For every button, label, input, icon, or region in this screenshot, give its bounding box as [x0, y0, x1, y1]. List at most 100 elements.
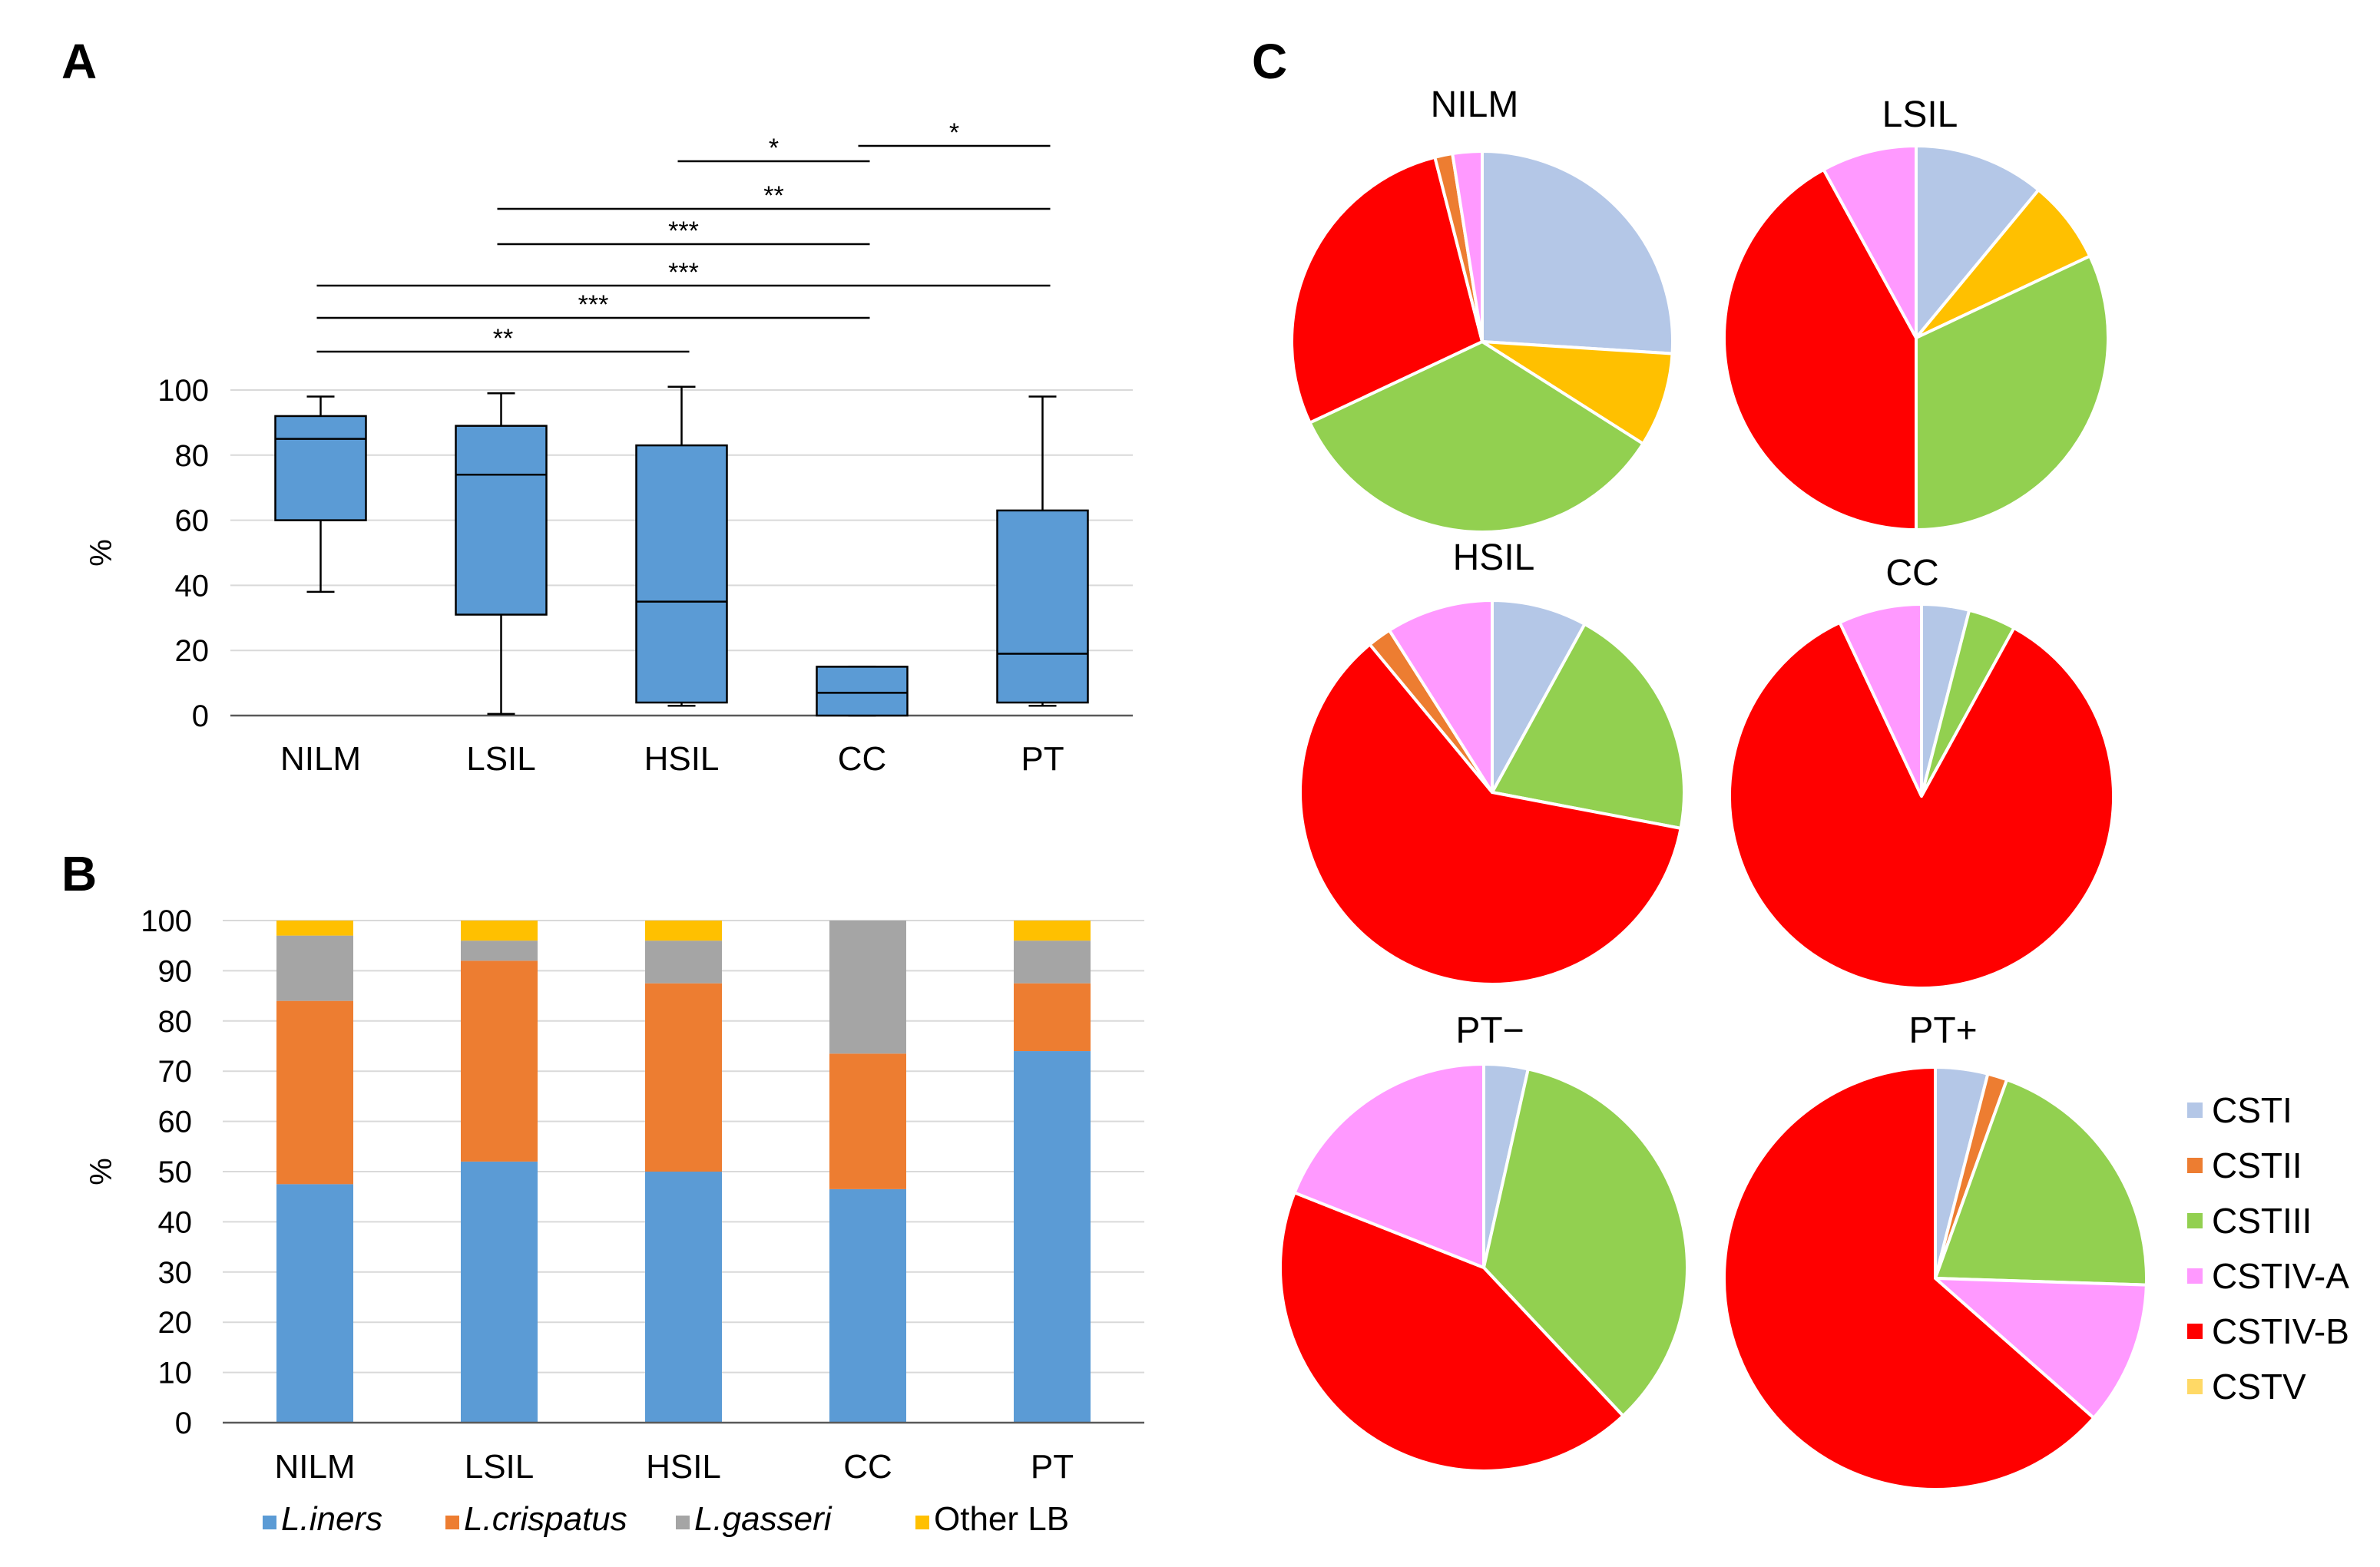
pie-pt-plus	[1723, 1066, 2148, 1491]
bar-segment-l-crispatus	[276, 1000, 353, 1185]
pie-slice-cstiv-a	[1934, 1277, 2148, 1420]
legend-swatch-other-lb	[915, 1516, 929, 1529]
significance-label: *	[949, 118, 959, 147]
y-tick-label: 40	[175, 569, 210, 603]
panel-label-b: B	[61, 846, 97, 901]
y-tick-label: 0	[175, 1407, 192, 1440]
pie-slice-cstiii	[1915, 254, 2110, 531]
pie-slice-cstiii	[1482, 1067, 1689, 1418]
y-tick-label: 0	[192, 699, 209, 733]
pie-slice-cstv	[1915, 188, 2092, 339]
bar-segment-l-iners	[276, 1184, 353, 1423]
y-tick-label: 90	[158, 954, 193, 988]
pie-slice-cstiv-a	[1451, 149, 1484, 343]
box-iqr	[455, 425, 548, 616]
significance-label: ***	[578, 290, 609, 319]
legend-swatch-l-crispatus	[445, 1516, 459, 1529]
x-tick-label: NILM	[274, 1448, 355, 1486]
panel-b-legend: L.iners L.crispatus L.gasseri Other LB	[263, 1500, 1069, 1538]
pie-slice-cstiv-b	[1728, 620, 2115, 990]
bar-segment-l-gasseri	[276, 935, 353, 1001]
box-iqr	[274, 415, 367, 521]
pie-slice-cstiv-a	[1838, 603, 1923, 798]
pie-title: PT+	[1908, 1010, 1977, 1051]
bar-segment-l-iners	[829, 1188, 906, 1423]
x-tick-label: CC	[838, 740, 887, 778]
panel-label-c: C	[1252, 34, 1287, 89]
legend-swatch-cstiv-a	[2187, 1268, 2203, 1284]
pie-slice-cstiv-a	[1822, 144, 1918, 339]
y-tick-label: 10	[158, 1357, 193, 1390]
panel-b-stacked-bar: 0 10 20 30 40 50 60 70 80 90 100% NILM LSIL HSIL CC PT	[84, 904, 1144, 1486]
x-tick-label: CC	[843, 1448, 892, 1486]
y-tick-label: 70	[158, 1055, 193, 1089]
pie-slice-csti	[1481, 150, 1674, 355]
bar-stack-lsil	[461, 921, 538, 1423]
x-tick-label: LSIL	[466, 740, 536, 778]
pie-title: HSIL	[1453, 537, 1535, 578]
pie-slice-cstiv-b	[1723, 1066, 2096, 1491]
bar-segment-l-gasseri	[461, 941, 538, 961]
y-tick-label: 20	[158, 1306, 193, 1340]
legend-swatch-cstv	[2187, 1379, 2203, 1394]
panel-c-legend: CSTI CSTII CSTIII CSTIV-A CSTIV-B CSTV	[2187, 1090, 2349, 1407]
legend-label-cstv: CSTV	[2212, 1367, 2306, 1407]
pie-slice-csti	[1915, 144, 2041, 339]
box-cc	[816, 666, 909, 717]
x-tick-label: HSIL	[644, 740, 720, 778]
box-lsil	[455, 392, 548, 716]
significance-label: ***	[668, 217, 699, 246]
pie-slice-csti	[1491, 599, 1587, 794]
pie-title: LSIL	[1882, 94, 1958, 135]
box-nilm	[274, 395, 367, 593]
y-tick-label: 80	[158, 1005, 193, 1039]
legend-swatch-l-iners	[263, 1516, 276, 1529]
x-tick-label: LSIL	[465, 1448, 535, 1486]
panel-c-pies: NILM LSIL HSIL CC PT− PT+	[1279, 84, 2148, 1491]
pie-slice-cstiii	[1934, 1078, 2148, 1287]
legend-swatch-l-gasseri	[676, 1516, 690, 1529]
bar-segment-l-crispatus	[461, 960, 538, 1162]
box-pt	[996, 395, 1089, 707]
legend-label-l-crispatus: L.crispatus	[464, 1500, 627, 1538]
panel-label-a: A	[61, 34, 97, 89]
box-iqr	[816, 666, 909, 717]
bar-segment-l-gasseri	[645, 941, 722, 984]
significance-label: **	[493, 324, 513, 353]
legend-label-l-iners: L.iners	[281, 1500, 382, 1538]
pie-slice-cstv	[1481, 340, 1674, 445]
pie-title: PT−	[1455, 1010, 1524, 1051]
pie-pt-minus	[1279, 1063, 1689, 1473]
pie-title: CC	[1885, 553, 1938, 593]
bar-segment-l-crispatus	[1014, 983, 1091, 1052]
bar-stack-nilm	[276, 921, 353, 1423]
y-tick-label: 100	[157, 374, 209, 408]
pie-lsil	[1723, 144, 2110, 531]
legend-label-csti: CSTI	[2212, 1090, 2292, 1130]
bar-segment-other-lb	[645, 921, 722, 941]
pie-nilm	[1290, 149, 1674, 534]
bar-segment-l-iners	[645, 1172, 722, 1423]
bar-segment-other-lb	[276, 921, 353, 936]
y-tick-label: 100	[141, 904, 192, 938]
legend-label-cstii: CSTII	[2212, 1145, 2302, 1185]
bar-segment-other-lb	[1014, 921, 1091, 941]
legend-swatch-csti	[2187, 1103, 2203, 1118]
x-tick-label: NILM	[280, 740, 361, 778]
pie-cc	[1728, 603, 2115, 990]
pie-slice-cstiii	[1308, 340, 1645, 534]
y-tick-label: 30	[158, 1256, 193, 1290]
pie-slice-cstiv-b	[1723, 167, 1918, 531]
y-axis-label: %	[84, 539, 118, 567]
box-hsil	[635, 385, 728, 707]
y-tick-label: 20	[175, 634, 210, 668]
x-tick-label: PT	[1021, 740, 1064, 778]
y-tick-label: 60	[175, 504, 210, 538]
legend-label-other-lb: Other LB	[934, 1500, 1069, 1538]
y-tick-label: 80	[175, 439, 210, 473]
pie-slice-cstiv-b	[1299, 643, 1683, 986]
pie-slice-cstiii	[1491, 622, 1686, 830]
y-tick-label: 50	[158, 1155, 193, 1189]
significance-label: **	[763, 181, 783, 210]
